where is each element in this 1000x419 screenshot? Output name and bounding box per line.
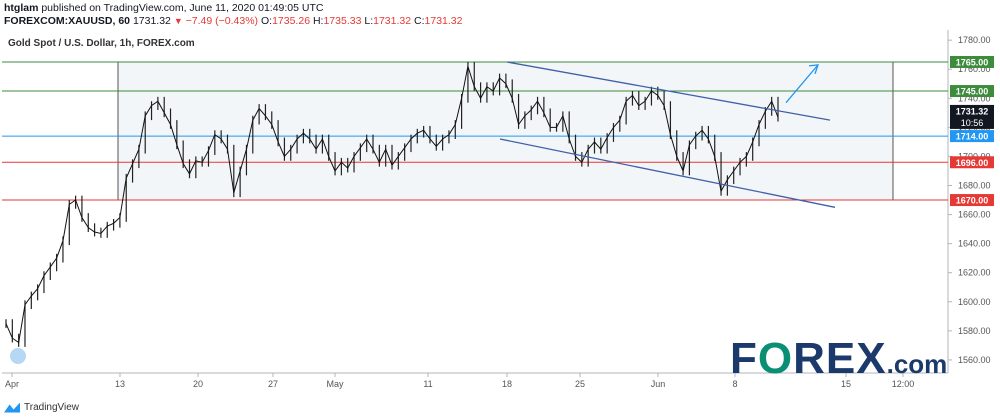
low-label: L: [364, 15, 374, 27]
forex-logo: FOREX.com [730, 334, 948, 383]
level-tag-0 [950, 55, 994, 68]
y-tick-label-10: 1760.00 [958, 64, 991, 74]
x-tick-label-2: 20 [193, 379, 203, 389]
y-tick-label-6: 1680.00 [958, 181, 991, 191]
level-tag-1 [950, 85, 994, 98]
y-tick-label-0: 1560.00 [958, 355, 991, 365]
high-label: H: [312, 15, 324, 27]
open-value: 1735.26 [272, 15, 311, 27]
publish-info: htglam published on TradingView.com, Jun… [4, 2, 323, 14]
level-tag-2 [950, 130, 994, 143]
tradingview-icon [4, 403, 20, 413]
x-tick-label-3: 27 [268, 379, 278, 389]
x-tick-label-5: 11 [423, 379, 432, 389]
x-tick-label-7: 25 [575, 379, 585, 389]
projection-arrowhead [808, 64, 819, 75]
last-price: 1731.32 [132, 15, 171, 27]
x-tick-label-8: Jun [651, 379, 666, 389]
level-tag-label-3: 1696.00 [956, 158, 989, 168]
y-tick-label-3: 1620.00 [958, 268, 991, 278]
price-change: −7.49 (−0.43%) [185, 15, 259, 27]
high-value: 1735.33 [323, 15, 362, 27]
publisher-name[interactable]: htglam [4, 2, 39, 14]
y-tick-label-11: 1780.00 [958, 35, 991, 45]
tradingview-footer[interactable]: TradingView [4, 402, 79, 413]
symbol: FOREXCOM:XAUUSD, 60 [4, 15, 131, 27]
projection-arrow [785, 64, 819, 104]
y-tick-label-9: 1740.00 [958, 93, 991, 103]
y-tick-label-1: 1580.00 [958, 326, 991, 336]
published-text: published on TradingView.com, June 11, 2… [41, 2, 324, 14]
level-tag-4 [950, 194, 994, 207]
level-tag-label-1: 1745.00 [956, 87, 989, 97]
level-tag-label-2: 1714.00 [956, 132, 989, 142]
open-label: O: [260, 15, 273, 27]
chart-title: Gold Spot / U.S. Dollar, 1h, FOREX.com [8, 38, 195, 49]
x-tick-label-9: 8 [732, 379, 737, 389]
level-tag-3 [950, 156, 994, 169]
close-value: 1731.32 [424, 15, 463, 27]
x-tick-label-4: May [326, 379, 344, 389]
x-tick-label-11: 12:00 [892, 379, 915, 389]
level-tag-label-0: 1765.00 [956, 57, 989, 67]
low-value: 1731.32 [373, 15, 412, 27]
level-tag-label-4: 1670.00 [956, 196, 989, 206]
channel-line-1 [499, 138, 836, 208]
y-tick-label-4: 1640.00 [958, 239, 991, 249]
price-series-line [5, 66, 779, 344]
channel-line-0 [506, 61, 831, 121]
y-tick-label-2: 1600.00 [958, 297, 991, 307]
x-tick-label-0: Apr [5, 379, 19, 389]
last-price-label: 1731.32 [956, 106, 989, 116]
down-arrow-icon: ▼ [173, 16, 183, 26]
last-price-tag [950, 104, 994, 129]
x-tick-label-1: 13 [115, 379, 125, 389]
x-tick-label-6: 18 [502, 379, 512, 389]
last-price-countdown: 10:56 [961, 118, 984, 128]
x-tick-label-10: 15 [841, 379, 851, 389]
close-label: C: [414, 15, 425, 27]
y-tick-label-5: 1660.00 [958, 210, 991, 220]
tradingview-label: TradingView [24, 402, 80, 413]
symbol-info: FOREXCOM:XAUUSD, 60 1731.32 ▼ −7.49 (−0.… [4, 15, 462, 27]
tradingview-watermark-icon [10, 348, 26, 364]
